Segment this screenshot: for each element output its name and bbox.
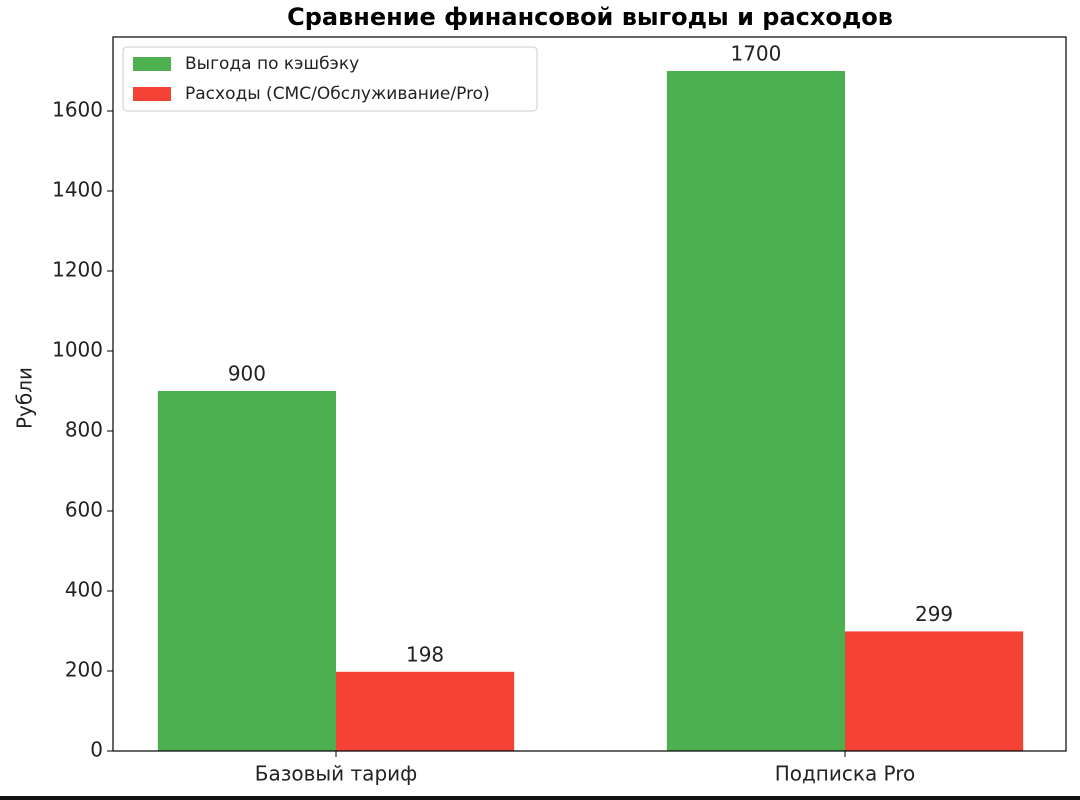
bar bbox=[666, 71, 845, 751]
value-label: 299 bbox=[915, 602, 953, 626]
y-tick-label: 600 bbox=[65, 498, 103, 522]
y-tick-label: 1600 bbox=[52, 98, 103, 122]
y-tick-label: 400 bbox=[65, 578, 103, 602]
x-tick-label: Подписка Pro bbox=[775, 762, 916, 786]
y-tick-label: 800 bbox=[65, 418, 103, 442]
bar bbox=[157, 391, 336, 751]
legend-swatch bbox=[133, 87, 171, 101]
y-tick-label: 200 bbox=[65, 658, 103, 682]
plot-frame bbox=[112, 36, 1067, 752]
legend-box bbox=[122, 46, 538, 112]
chart-title: Сравнение финансовой выгоды и расходов bbox=[287, 3, 893, 31]
bar bbox=[845, 631, 1024, 751]
legend-label: Расходы (СМС/Обслуживание/Pro) bbox=[185, 84, 490, 104]
x-tick-label: Базовый тариф bbox=[255, 762, 417, 786]
value-label: 198 bbox=[406, 642, 444, 666]
y-tick-label: 1200 bbox=[52, 258, 103, 282]
y-tick-label: 1000 bbox=[52, 338, 103, 362]
legend-swatch bbox=[133, 57, 171, 71]
screen-edge bbox=[0, 796, 1080, 800]
y-axis-label: Рубли bbox=[13, 367, 37, 429]
value-label: 900 bbox=[228, 362, 266, 386]
value-label: 1700 bbox=[730, 42, 781, 66]
bar bbox=[336, 671, 515, 751]
legend-label: Выгода по кэшбэку bbox=[185, 54, 359, 74]
y-tick-label: 0 bbox=[90, 738, 103, 762]
y-tick-label: 1400 bbox=[52, 178, 103, 202]
